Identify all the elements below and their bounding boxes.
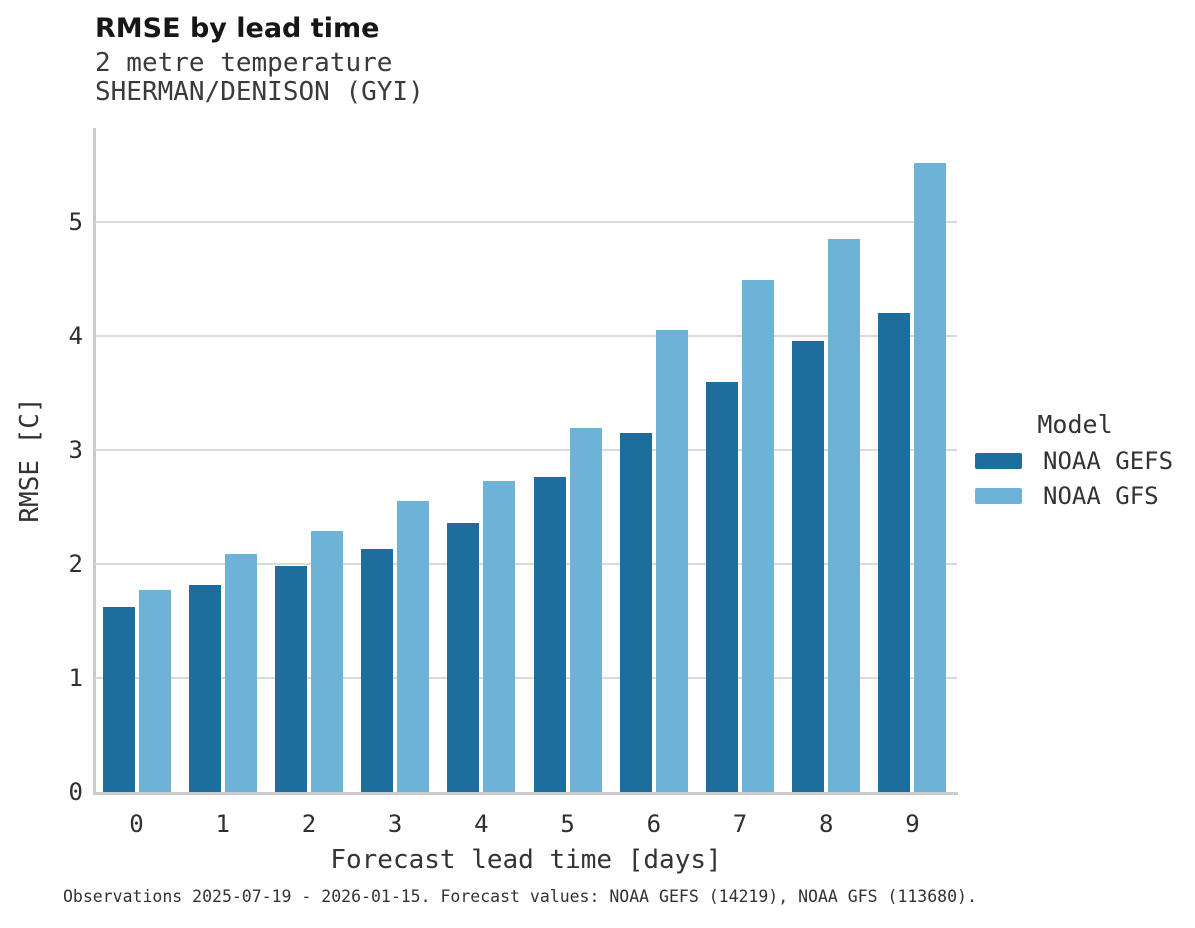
y-tick-label-3: 3 <box>68 436 83 464</box>
chart-subtitle: 2 metre temperature SHERMAN/DENISON (GYI) <box>95 49 424 106</box>
bar-noaa-gfs-day-3 <box>397 501 430 792</box>
chart-title: RMSE by lead time <box>95 13 380 44</box>
legend: Model NOAA GEFS NOAA GFS <box>975 410 1175 510</box>
bar-noaa-gefs-day-5 <box>533 477 566 792</box>
x-tick-label-3: 3 <box>387 810 403 838</box>
bar-noaa-gefs-day-6 <box>619 432 652 792</box>
legend-entry-noaa-gefs: NOAA GEFS <box>975 446 1175 475</box>
legend-entries: NOAA GEFS NOAA GFS <box>975 446 1175 510</box>
x-axis-label: Forecast lead time [days] <box>330 845 722 875</box>
y-tick-label-1: 1 <box>68 664 83 692</box>
x-axis-spine <box>93 792 958 795</box>
bar-noaa-gefs-day-3 <box>361 549 394 792</box>
y-tick-label-0: 0 <box>68 778 83 806</box>
x-tick-label-4: 4 <box>474 810 489 838</box>
bar-noaa-gefs-day-8 <box>792 340 825 792</box>
x-tick-label-5: 5 <box>560 810 575 838</box>
bar-noaa-gfs-day-9 <box>914 162 947 792</box>
bar-noaa-gfs-day-2 <box>310 530 343 792</box>
chart-caption: Observations 2025-07-19 - 2026-01-15. Fo… <box>63 887 977 906</box>
x-tick-label-2: 2 <box>301 810 317 838</box>
bar-noaa-gefs-day-4 <box>447 522 480 792</box>
subtitle-station: SHERMAN/DENISON (GYI) <box>95 76 424 107</box>
gridline-y-1 <box>95 677 957 679</box>
gridline-y-3 <box>95 449 957 451</box>
plot-area <box>95 128 957 792</box>
gridline-y-2 <box>95 563 957 565</box>
legend-entry-noaa-gfs: NOAA GFS <box>975 481 1175 510</box>
gridline-y-5 <box>95 221 957 223</box>
legend-title: Model <box>1037 410 1113 439</box>
legend-swatch <box>975 452 1022 469</box>
bar-noaa-gefs-day-1 <box>188 584 221 792</box>
legend-label: NOAA GFS <box>1043 481 1159 510</box>
x-tick-label-7: 7 <box>732 810 748 838</box>
bar-noaa-gfs-day-0 <box>138 590 171 792</box>
bar-noaa-gfs-day-7 <box>742 280 775 792</box>
x-tick-label-0: 0 <box>129 810 144 838</box>
bar-noaa-gfs-day-4 <box>483 480 516 792</box>
x-tick-label-9: 9 <box>905 810 920 838</box>
bar-noaa-gfs-day-8 <box>828 239 861 792</box>
x-tick-label-6: 6 <box>646 810 662 838</box>
bar-noaa-gefs-day-0 <box>102 607 135 792</box>
y-axis-label: RMSE [C] <box>15 397 45 523</box>
y-axis-spine <box>93 128 96 792</box>
bar-noaa-gfs-day-5 <box>569 428 602 792</box>
bar-noaa-gefs-day-7 <box>706 381 739 792</box>
x-tick-label-8: 8 <box>819 810 834 838</box>
subtitle-variable: 2 metre temperature <box>95 48 393 78</box>
bar-noaa-gefs-day-9 <box>878 313 911 792</box>
legend-swatch <box>975 487 1022 504</box>
gridline-y-4 <box>95 335 957 337</box>
y-tick-label-2: 2 <box>68 550 83 578</box>
y-tick-label-5: 5 <box>68 208 83 236</box>
legend-label: NOAA GEFS <box>1043 446 1174 475</box>
x-tick-label-1: 1 <box>215 810 230 838</box>
bar-noaa-gefs-day-2 <box>274 566 307 792</box>
bar-noaa-gfs-day-1 <box>224 553 257 792</box>
y-tick-label-4: 4 <box>68 322 83 350</box>
bar-noaa-gfs-day-6 <box>655 330 688 792</box>
